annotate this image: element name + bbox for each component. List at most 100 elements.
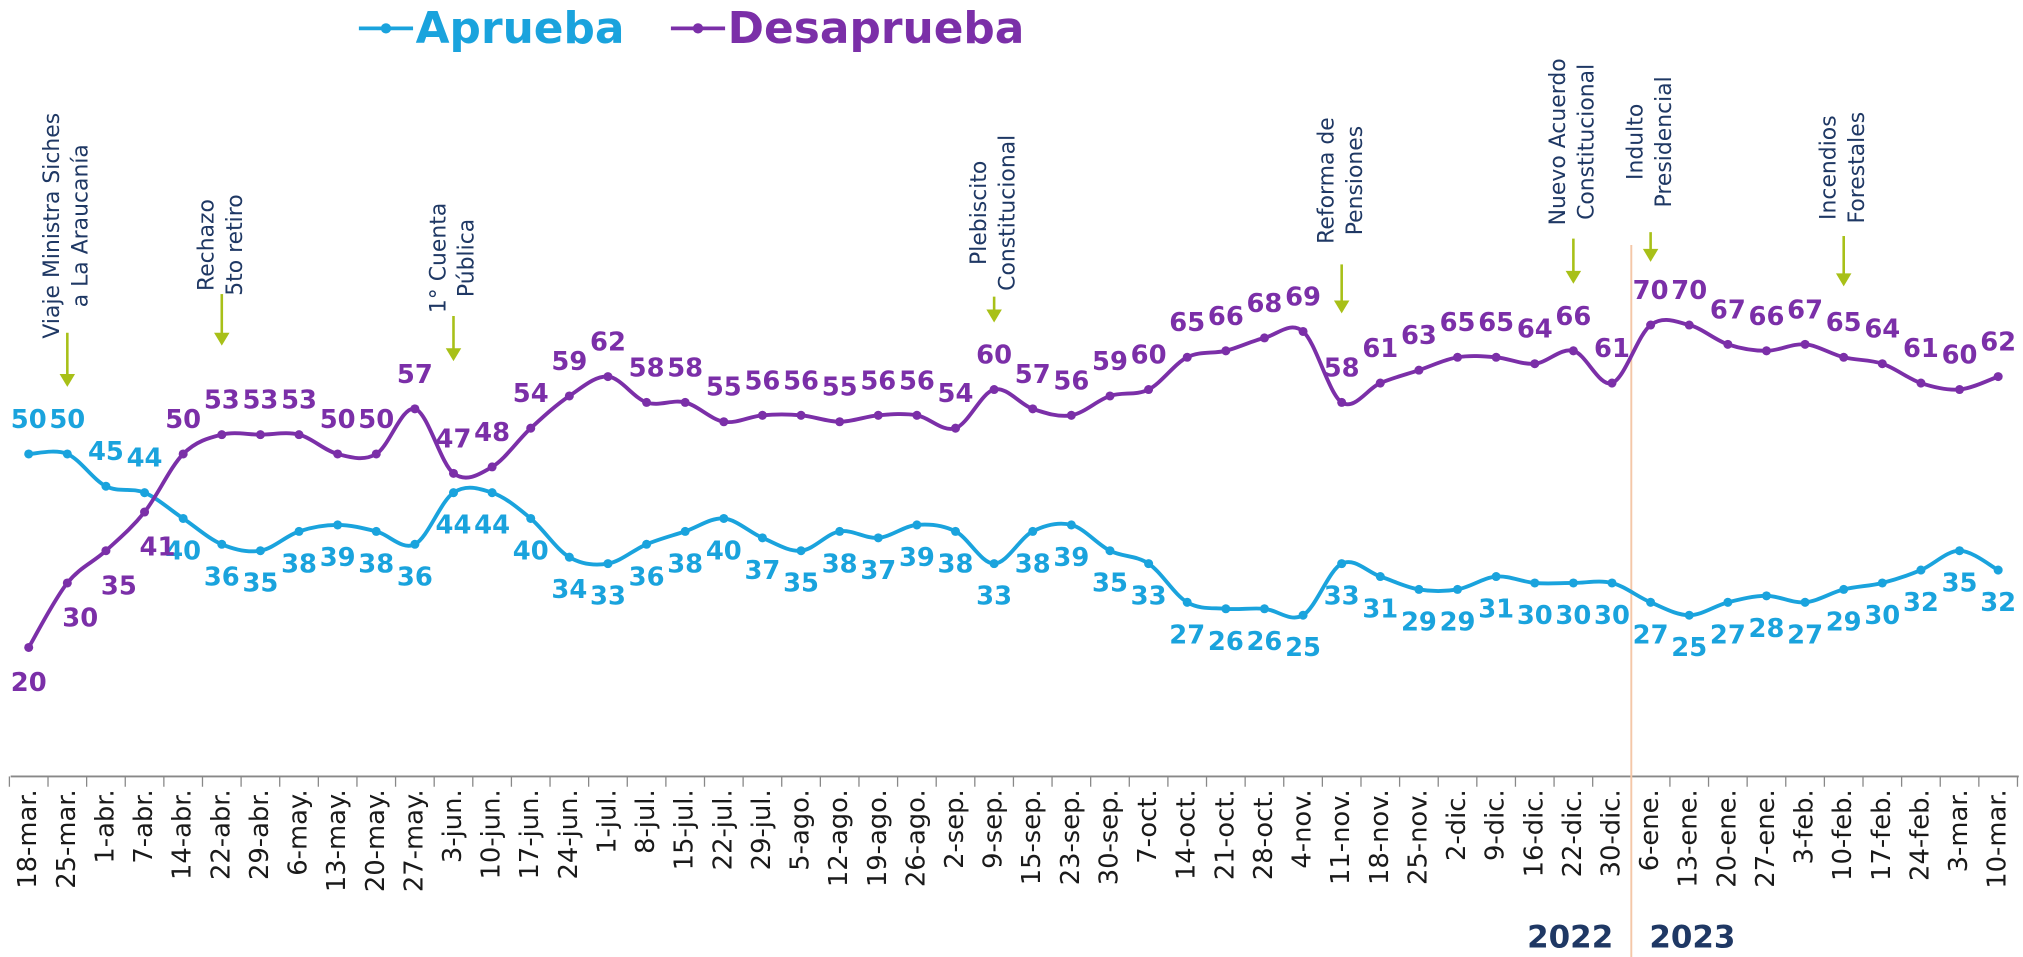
data-point — [1839, 352, 1849, 362]
data-label: 69 — [1285, 282, 1321, 312]
data-point — [255, 546, 265, 556]
data-point — [989, 384, 999, 395]
data-label: 28 — [1749, 614, 1785, 644]
data-label: 39 — [899, 543, 935, 573]
data-point — [1375, 378, 1385, 388]
data-label: 27 — [1787, 620, 1823, 650]
x-tick-label: 10-mar. — [1983, 789, 2013, 888]
x-tick-label: 25-mar. — [52, 789, 82, 888]
data-point — [1337, 397, 1347, 407]
data-label: 55 — [822, 373, 858, 403]
data-label: 40 — [513, 537, 549, 567]
data-label: 62 — [590, 328, 626, 358]
data-label: 38 — [281, 549, 317, 579]
data-label: 56 — [1053, 366, 1089, 396]
data-label: 30 — [1555, 601, 1591, 631]
data-point — [1607, 378, 1617, 388]
data-point — [526, 513, 536, 523]
data-label: 29 — [1401, 607, 1437, 637]
data-label: 30 — [1594, 601, 1630, 631]
data-label: 66 — [1749, 302, 1785, 332]
x-tick-label: 15-jul. — [670, 789, 700, 870]
data-point — [912, 410, 922, 420]
x-tick-label: 28-oct. — [1249, 789, 1279, 880]
annotation-text: Viaje Ministra Siches — [40, 113, 65, 339]
data-label: 31 — [1478, 595, 1514, 625]
data-label: 37 — [860, 556, 896, 586]
data-label: 59 — [551, 347, 587, 377]
data-label: 30 — [1517, 601, 1553, 631]
data-point — [603, 372, 613, 382]
annotation-arrowhead — [445, 348, 462, 362]
x-tick-label: 19-ago. — [863, 789, 893, 887]
annotation-arrowhead — [1835, 273, 1852, 287]
data-label: 53 — [242, 386, 278, 416]
data-point — [1877, 359, 1887, 369]
data-label: 29 — [1440, 607, 1476, 637]
data-label: 41 — [140, 533, 176, 563]
data-label: 56 — [899, 366, 935, 396]
annotation-arrowhead — [59, 374, 76, 387]
series-line — [28, 449, 2000, 620]
data-point — [333, 520, 343, 530]
data-label: 64 — [1864, 315, 1900, 345]
data-point — [1298, 610, 1308, 620]
data-label: 50 — [358, 405, 394, 435]
data-label: 40 — [165, 537, 201, 567]
data-label: 57 — [1015, 360, 1051, 390]
annotation-text: Forestales — [1845, 112, 1870, 224]
annotation-text: Plebiscito — [967, 161, 992, 265]
data-point — [950, 423, 961, 433]
annotation-text: Rechazo — [195, 199, 220, 291]
data-point — [1993, 372, 2003, 382]
data-label: 68 — [1246, 289, 1282, 319]
x-tick-label: 22-dic. — [1558, 789, 1588, 877]
data-point — [1761, 346, 1771, 356]
data-point — [1414, 365, 1424, 375]
data-point — [1684, 320, 1694, 330]
data-label: 30 — [1864, 601, 1900, 631]
data-point — [1684, 610, 1694, 620]
x-tick-label: 24-feb. — [1905, 789, 1935, 881]
data-point — [1453, 352, 1463, 362]
data-label: 65 — [1169, 308, 1205, 338]
data-point — [371, 526, 381, 536]
data-point — [294, 526, 304, 536]
data-point — [24, 449, 34, 459]
data-label: 32 — [1903, 588, 1939, 618]
data-label: 39 — [320, 543, 356, 573]
annotation-text: Incendios — [1817, 115, 1842, 220]
data-label: 63 — [1401, 321, 1437, 351]
data-point — [1414, 584, 1424, 594]
data-label: 60 — [976, 340, 1012, 370]
data-point — [1298, 326, 1308, 336]
annotation-text: a La Araucanía — [69, 144, 94, 307]
data-point — [1259, 604, 1269, 614]
annotation-arrowhead — [1333, 300, 1350, 314]
data-point — [1491, 572, 1501, 582]
data-point — [757, 533, 767, 543]
data-label: 25 — [1671, 633, 1707, 663]
x-tick-label: 20-may. — [361, 789, 391, 892]
legend-dot — [692, 23, 704, 34]
x-tick-label: 21-oct. — [1210, 789, 1240, 880]
data-point — [487, 462, 497, 472]
data-label: 39 — [1053, 543, 1089, 573]
data-point — [24, 642, 34, 652]
data-point — [1028, 404, 1038, 414]
data-label: 40 — [706, 537, 742, 567]
data-label: 61 — [1594, 334, 1630, 364]
data-label: 60 — [1131, 340, 1167, 370]
data-point — [796, 410, 806, 420]
data-label: 56 — [744, 366, 780, 396]
x-tick-label: 15-sep. — [1017, 789, 1047, 885]
data-label: 35 — [1942, 569, 1978, 599]
x-tick-label: 2-dic. — [1442, 789, 1472, 861]
data-label: 37 — [744, 556, 780, 586]
year-label: 2022 — [1527, 919, 1613, 955]
x-tick-label: 13-may. — [322, 789, 352, 892]
data-label: 62 — [1980, 328, 2016, 358]
data-point — [680, 397, 690, 407]
x-tick-label: 26-ago. — [901, 789, 931, 887]
x-tick-label: 22-abr. — [206, 789, 236, 880]
